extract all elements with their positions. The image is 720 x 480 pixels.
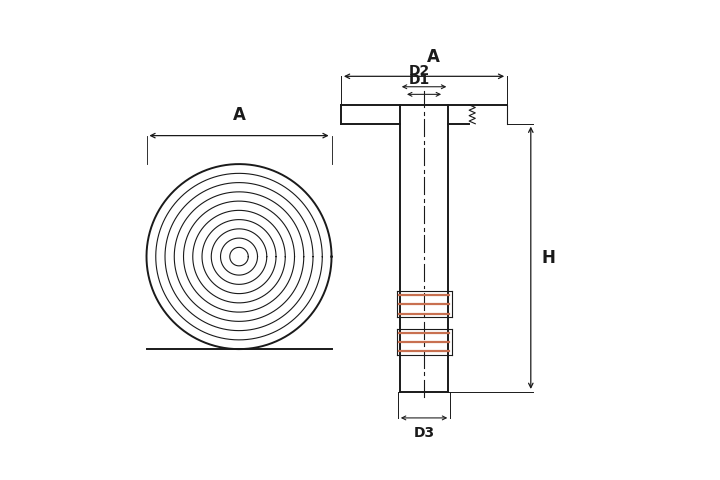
Text: H: H	[541, 249, 555, 267]
Text: D1: D1	[409, 73, 430, 87]
Text: A: A	[427, 48, 440, 66]
Text: D3: D3	[413, 426, 435, 441]
Text: D2: D2	[409, 64, 430, 78]
Text: A: A	[233, 106, 246, 124]
